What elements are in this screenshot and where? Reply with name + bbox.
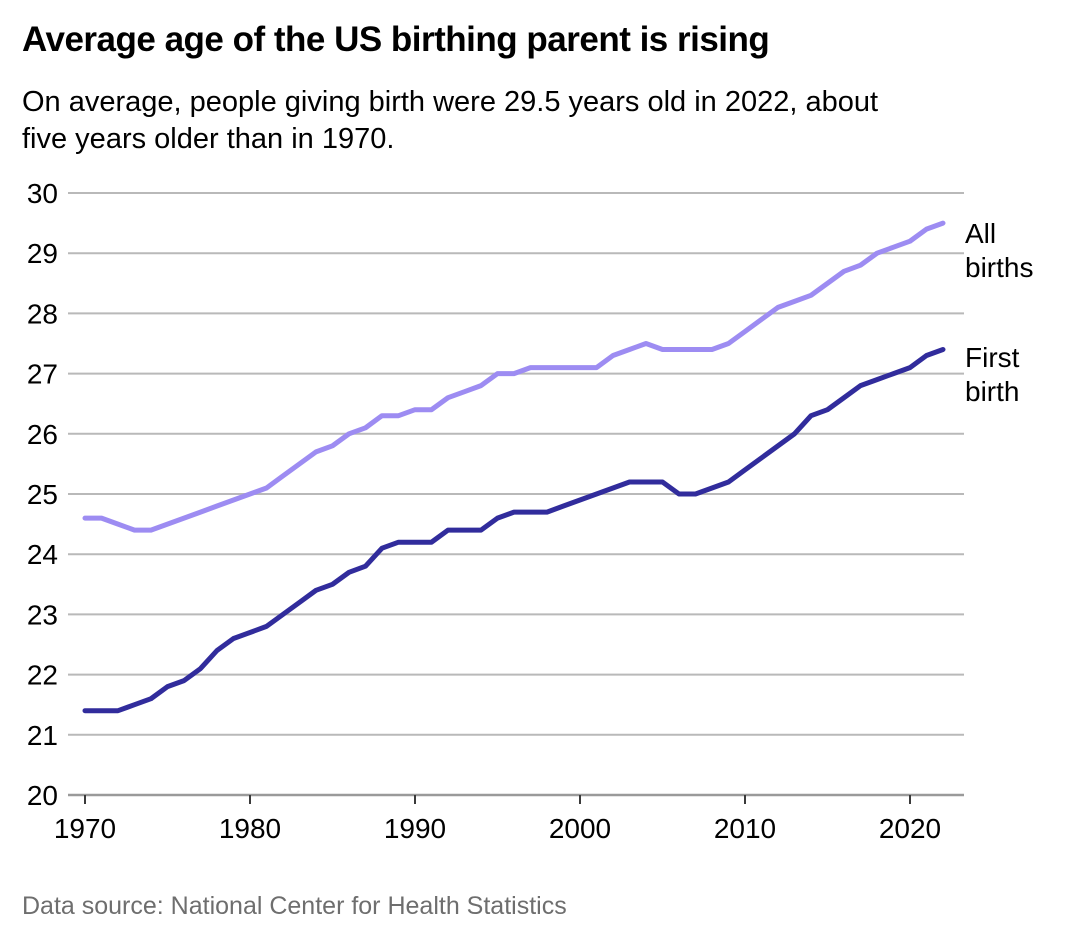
data-source-note: Data source: National Center for Health … [22,892,567,920]
y-tick-label: 22 [27,660,58,691]
x-tick-label: 1980 [219,813,281,844]
y-tick-label: 25 [27,479,58,510]
y-tick-label: 24 [27,539,58,570]
x-tick-label: 1970 [54,813,116,844]
y-tick-label: 23 [27,599,58,630]
y-tick-label: 26 [27,419,58,450]
x-tick-label: 2020 [879,813,941,844]
y-tick-label: 27 [27,359,58,390]
x-tick-label: 2000 [549,813,611,844]
y-tick-label: 21 [27,720,58,751]
chart-subtitle-line1: On average, people giving birth were 29.… [22,86,879,118]
all-births-line [82,220,946,533]
x-tick-label: 1990 [384,813,446,844]
legend-all-births: All births [965,218,1034,283]
chart-subtitle: On average, people giving birth were 29.… [22,84,878,158]
x-tick-label: 2010 [714,813,776,844]
y-tick-label: 28 [27,298,58,329]
first-birth-line [82,347,946,714]
legend-first-birth: First birth [965,342,1020,407]
chart-title: Average age of the US birthing parent is… [22,20,770,59]
y-tick-label: 30 [27,178,58,209]
chart-subtitle-line2: five years older than in 1970. [22,123,395,155]
y-tick-label: 20 [27,780,58,811]
y-tick-label: 29 [27,238,58,269]
